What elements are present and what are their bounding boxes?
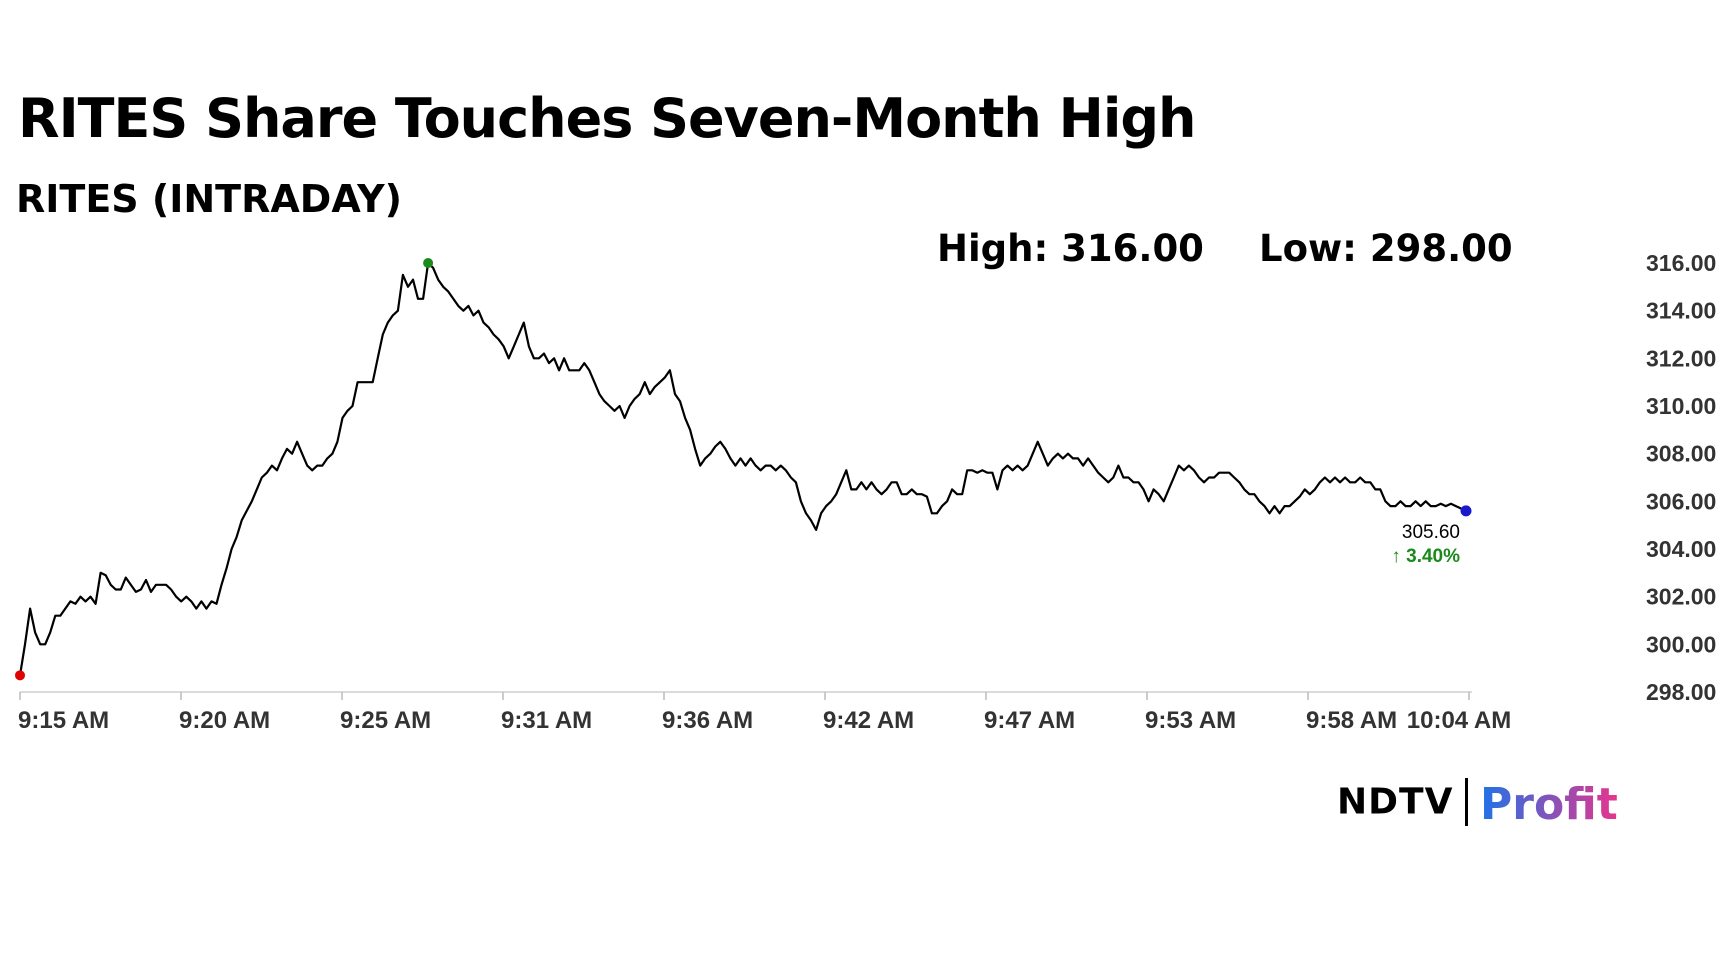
x-tick-label: 9:31 AM (501, 707, 592, 734)
high-label: High: 316.00 (937, 227, 1204, 270)
x-tick-label: 9:42 AM (823, 707, 914, 734)
x-tick-label: 10:04 AM (1407, 707, 1511, 734)
y-axis: 316.00 314.00 312.00 310.00 308.00 306.00 304.… (20, 250, 1716, 705)
y-tick-label: 310.00 (1646, 393, 1716, 419)
svg-text:Profit: Profit (1480, 779, 1618, 829)
x-tick-label: 9:36 AM (662, 707, 753, 734)
last-price-label: 305.60 (1402, 522, 1460, 543)
y-tick-label: 304.00 (1646, 536, 1716, 562)
profit-logo-text: Profit (1480, 775, 1620, 830)
price-line (18, 261, 1467, 676)
y-tick-label: 312.00 (1646, 345, 1716, 371)
x-tick-label: 9:58 AM (1306, 707, 1397, 734)
end-marker (1460, 505, 1472, 517)
y-tick-label: 302.00 (1646, 584, 1716, 610)
start-marker (15, 670, 25, 681)
x-tick-label: 9:15 AM (18, 707, 109, 734)
y-tick-label: 316.00 (1646, 250, 1716, 276)
y-tick-label: 314.00 (1646, 298, 1716, 324)
high-marker (423, 258, 434, 268)
ndtv-profit-logo: NDTV Profit (1337, 775, 1620, 830)
page-title: RITES Share Touches Seven-Month High (18, 87, 1196, 150)
y-tick-label: 308.00 (1646, 441, 1716, 467)
ndtv-logo-text: NDTV (1337, 781, 1454, 823)
change-label: ↑ 3.40% (1391, 546, 1460, 567)
x-tick-label: 9:53 AM (1145, 707, 1236, 734)
low-label: Low: 298.00 (1259, 227, 1513, 270)
x-axis: 9:15 AM 9:20 AM 9:25 AM 9:31 AM 9:36 AM 9:42 … (18, 692, 1511, 734)
x-tick-label: 9:47 AM (984, 707, 1075, 734)
x-tick-label: 9:20 AM (179, 707, 270, 734)
logo-divider (1465, 778, 1469, 826)
y-tick-label: 300.00 (1646, 631, 1716, 657)
y-tick-label: 306.00 (1646, 488, 1716, 514)
chart-subtitle: RITES (INTRADAY) (16, 177, 402, 221)
x-tick-label: 9:25 AM (340, 707, 431, 734)
y-tick-label: 298.00 (1646, 679, 1716, 705)
